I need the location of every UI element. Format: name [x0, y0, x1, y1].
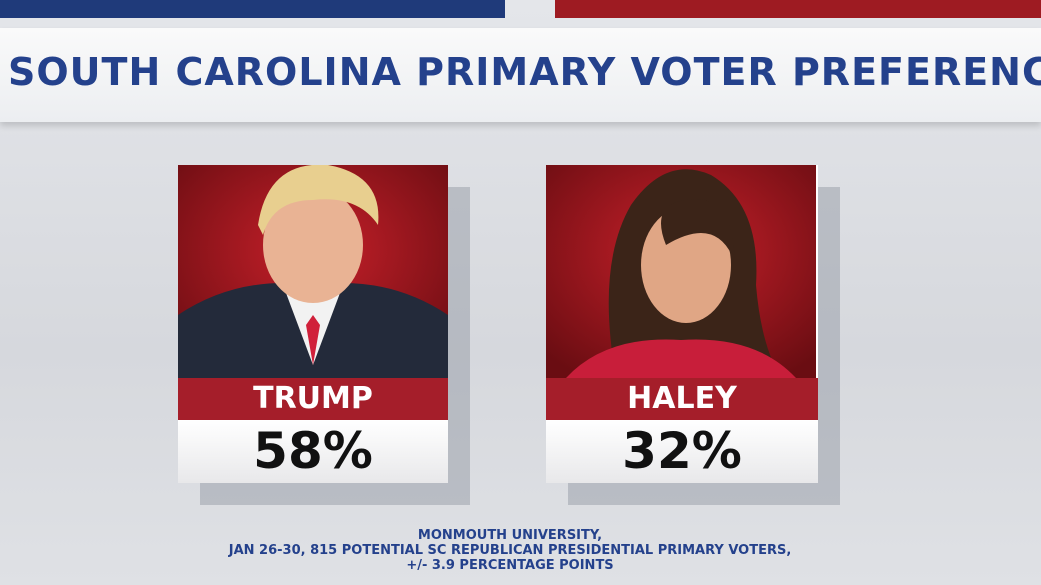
source-line: MONMOUTH UNIVERSITY,: [417, 528, 603, 543]
top-bar: [0, 0, 505, 18]
candidate-result: 58%: [178, 420, 448, 483]
source-note: MONMOUTH UNIVERSITY, JAN 26-30, 815 POTE…: [0, 528, 1020, 573]
title: SOUTH CAROLINA PRIMARY VOTER PREFERENCE: [8, 50, 1041, 94]
candidate-name: HALEY: [546, 378, 818, 420]
top-bar: [555, 0, 1041, 18]
candidate-name: TRUMP: [178, 378, 448, 420]
source-line: JAN 26-30, 815 POTENTIAL SC REPUBLICAN P…: [228, 543, 792, 558]
candidate-result: 32%: [546, 420, 818, 483]
candidate-card: TRUMP 58%: [178, 165, 448, 483]
candidate-card: HALEY 32%: [546, 165, 818, 483]
title-band: [0, 28, 1041, 122]
photo: [178, 165, 448, 378]
photo: [546, 165, 816, 378]
source-line: +/- 3.9 PERCENTAGE POINTS: [406, 558, 614, 573]
